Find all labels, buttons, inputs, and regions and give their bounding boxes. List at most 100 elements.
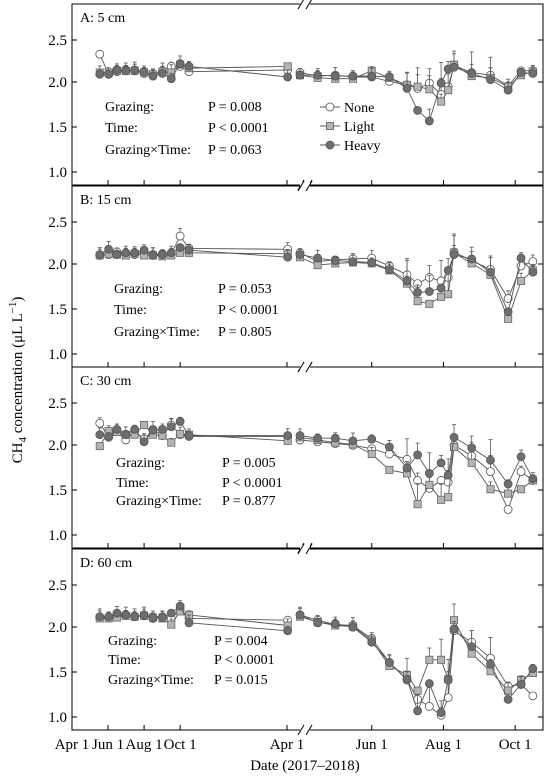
data-point-circle [348, 257, 358, 267]
data-point-circle [295, 431, 305, 440]
axis-break-mark [297, 361, 305, 373]
data-point-circle [121, 430, 131, 440]
data-point-square [367, 450, 376, 459]
series-heavy [95, 50, 538, 126]
data-point-circle [413, 287, 422, 297]
data-point-circle [503, 85, 513, 95]
panel-3: 1.0 1.5 2.0 2.5 C: 30 cm Grazing: P = 0.005 Tim… [48, 361, 544, 554]
stat-value: P < 0.0001 [208, 121, 269, 136]
stat-value: P < 0.0001 [222, 476, 283, 491]
data-point-circle [158, 250, 167, 259]
data-point-circle [95, 418, 105, 428]
axis-break-mark [305, 543, 313, 555]
data-point-circle [528, 69, 538, 78]
data-point-circle [130, 424, 140, 434]
data-point-circle [424, 116, 434, 126]
data-point-circle [112, 424, 122, 434]
data-point-circle [516, 452, 526, 462]
data-point-circle [175, 601, 185, 611]
panel-1: 1.0 1.5 2.0 2.5 A: 5 cm Grazing: P = 0.008 Time… [48, 0, 544, 191]
data-point-circle [175, 59, 185, 69]
stat-label: Grazing: [116, 456, 165, 471]
data-point-square [425, 299, 434, 308]
stat-value: P = 0.877 [222, 494, 276, 509]
data-point-circle [348, 71, 358, 81]
data-point-circle [443, 265, 453, 275]
y-tick-label: 2.0 [48, 257, 67, 273]
data-point-circle [367, 71, 377, 81]
data-point-square [517, 276, 526, 285]
data-point-square [504, 314, 513, 323]
data-point-square [425, 655, 434, 664]
stat-label: Time: [108, 653, 141, 668]
legend-marker-circle [325, 102, 335, 112]
data-point-square [504, 686, 513, 695]
axis-break-mark [297, 0, 304, 10]
data-point-square [450, 442, 459, 451]
x-tick-label: Apr 1 [55, 737, 90, 753]
data-point-square [283, 62, 292, 71]
data-point-circle [436, 708, 446, 717]
data-point-circle [283, 252, 293, 262]
data-point-square [437, 495, 446, 504]
data-point-circle [184, 618, 194, 628]
data-point-circle [467, 69, 477, 78]
data-point-square [413, 297, 422, 306]
data-point-circle [104, 69, 114, 79]
stat-value: P = 0.053 [218, 282, 272, 297]
stat-value: P = 0.005 [222, 456, 276, 471]
data-point-circle [283, 431, 293, 440]
data-point-circle [175, 243, 185, 252]
stat-label: Grazing: [114, 282, 163, 297]
stat-label: Grazing×Time: [114, 325, 200, 340]
data-point-square [313, 261, 322, 270]
data-point-square [167, 620, 176, 629]
stat-label: Grazing×Time: [116, 494, 202, 509]
x-tick-label: Jun 1 [92, 737, 124, 753]
data-point-square [467, 649, 476, 658]
data-point-circle [516, 253, 526, 263]
data-point-square [385, 465, 394, 474]
stat-label: Grazing×Time: [105, 143, 191, 158]
data-point-circle [166, 74, 176, 84]
data-point-circle [467, 642, 477, 651]
stat-value: P = 0.805 [218, 325, 272, 340]
y-tick-label: 2.5 [48, 396, 67, 412]
data-point-circle [516, 680, 526, 689]
stat-label: Grazing×Time: [108, 673, 194, 688]
data-point-circle [436, 458, 446, 468]
data-point-circle [166, 608, 176, 618]
data-point-circle [424, 287, 434, 296]
data-point-circle [158, 424, 167, 434]
data-point-circle [184, 245, 194, 255]
data-point-circle [486, 75, 495, 84]
data-point-circle [313, 433, 323, 443]
y-tick-label: 1.0 [48, 165, 67, 181]
data-point-square [167, 438, 176, 447]
data-point-circle [139, 610, 149, 620]
data-point-circle [95, 49, 105, 59]
panel-2: 1.0 1.5 2.0 2.5 B: 15 cm Grazing: P = 0.053 Tim… [48, 180, 544, 373]
data-point-circle [148, 251, 158, 260]
y-tick-label: 1.5 [48, 483, 67, 499]
data-point-circle [330, 433, 340, 443]
data-point-square [176, 429, 185, 438]
data-point-circle [467, 254, 477, 264]
x-tick-label: Apr 1 [270, 737, 305, 753]
legend-label: None [344, 101, 374, 116]
y-tick-label: 1.5 [48, 302, 67, 318]
data-point-circle [384, 72, 394, 82]
data-point-circle [148, 614, 158, 623]
data-point-circle [121, 248, 131, 258]
data-point-circle [330, 256, 340, 266]
data-point-circle [112, 608, 122, 618]
y-axis-label: CH4 concentration (μL L−1) [7, 297, 29, 464]
data-point-circle [295, 610, 305, 620]
data-point-square [486, 485, 495, 494]
data-point-circle [313, 70, 323, 80]
data-point-circle [130, 65, 140, 75]
data-point-circle [148, 71, 158, 81]
data-point-circle [413, 450, 422, 460]
data-point-square [413, 500, 422, 509]
